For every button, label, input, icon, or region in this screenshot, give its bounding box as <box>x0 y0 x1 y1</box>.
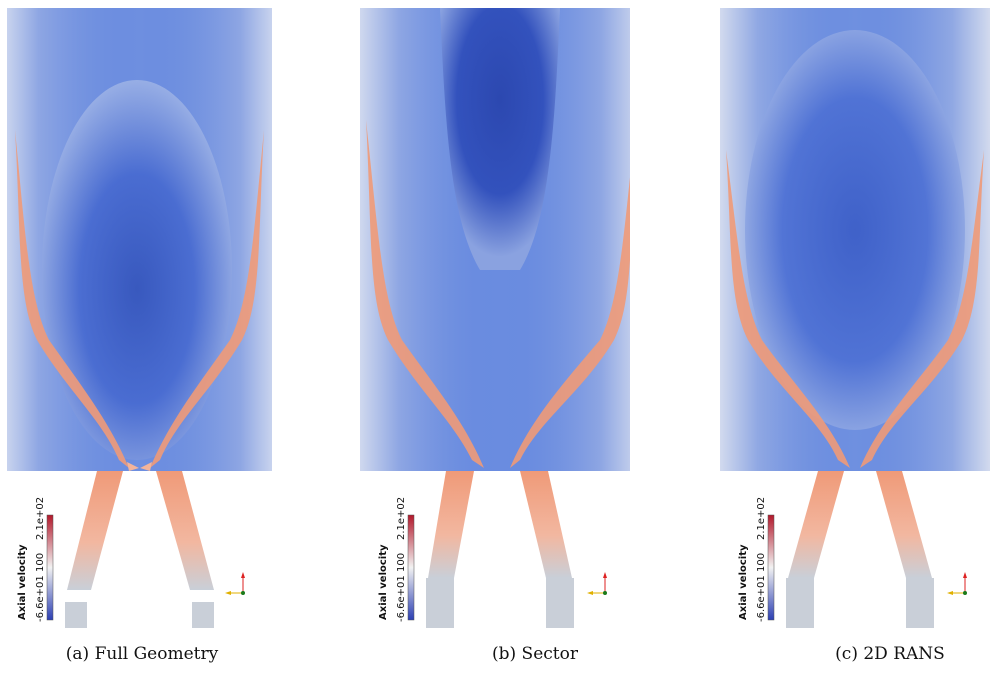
caption-full-geometry: (a) Full Geometry <box>65 644 219 664</box>
caption-sector: (b) Sector <box>492 644 578 664</box>
inlet-stub-right <box>192 602 214 628</box>
axes-triad-icon <box>225 572 245 595</box>
inlet-stub-right <box>546 578 574 628</box>
recirculation-core <box>42 80 232 460</box>
colorbar-title: Axial velocity <box>738 544 749 620</box>
colorbar-min-label: -6.6e+01 <box>396 575 407 622</box>
colorbar-max-label: 2.1e+02 <box>35 497 46 540</box>
inlet-stub-left <box>65 602 87 628</box>
jet-tip-left <box>127 462 139 471</box>
panel-full-geometry: Axial velocity 2.1e+02 100 -6.6e+01 (a) … <box>7 0 277 674</box>
axes-triad-icon <box>947 572 967 595</box>
colorbar-title: Axial velocity <box>378 544 389 620</box>
contour-plot-sector: Axial velocity 2.1e+02 100 -6.6e+01 <box>360 8 630 628</box>
inlet-stub-left <box>426 578 454 628</box>
panel-2d-rans: Axial velocity 2.1e+02 100 -6.6e+01 (c) … <box>720 0 990 674</box>
colorbar-min-label: -6.6e+01 <box>35 575 46 622</box>
panel-sector: Axial velocity 2.1e+02 100 -6.6e+01 (b) … <box>360 0 630 674</box>
inlet-pipe-left <box>67 471 123 590</box>
inlet-pipe-left <box>788 471 844 578</box>
colorbar <box>407 514 415 621</box>
colorbar <box>46 514 54 621</box>
recirculation-core <box>440 8 560 270</box>
caption-2d-rans: (c) 2D RANS <box>835 644 945 664</box>
colorbar-mid-label: 100 <box>756 553 767 572</box>
inlet-stub-right <box>906 578 934 628</box>
colorbar-max-label: 2.1e+02 <box>756 497 767 540</box>
colorbar-min-label: -6.6e+01 <box>756 575 767 622</box>
inlet-pipe-left <box>428 471 474 578</box>
recirculation-core <box>745 30 965 430</box>
inlet-pipe-right <box>156 471 214 590</box>
inlet-pipe-right <box>876 471 932 578</box>
colorbar-mid-label: 100 <box>396 553 407 572</box>
colorbar-mid-label: 100 <box>35 553 46 572</box>
inlet-stub-left <box>786 578 814 628</box>
contour-plot-full-geometry: Axial velocity 2.1e+02 100 -6.6e+01 <box>7 8 272 628</box>
jet-tip-right <box>140 462 152 471</box>
colorbar <box>767 514 775 621</box>
axes-triad-icon <box>587 572 607 595</box>
colorbar-title: Axial velocity <box>17 544 28 620</box>
colorbar-max-label: 2.1e+02 <box>396 497 407 540</box>
inlet-pipe-right <box>520 471 572 578</box>
contour-plot-2d-rans: Axial velocity 2.1e+02 100 -6.6e+01 <box>720 8 990 628</box>
